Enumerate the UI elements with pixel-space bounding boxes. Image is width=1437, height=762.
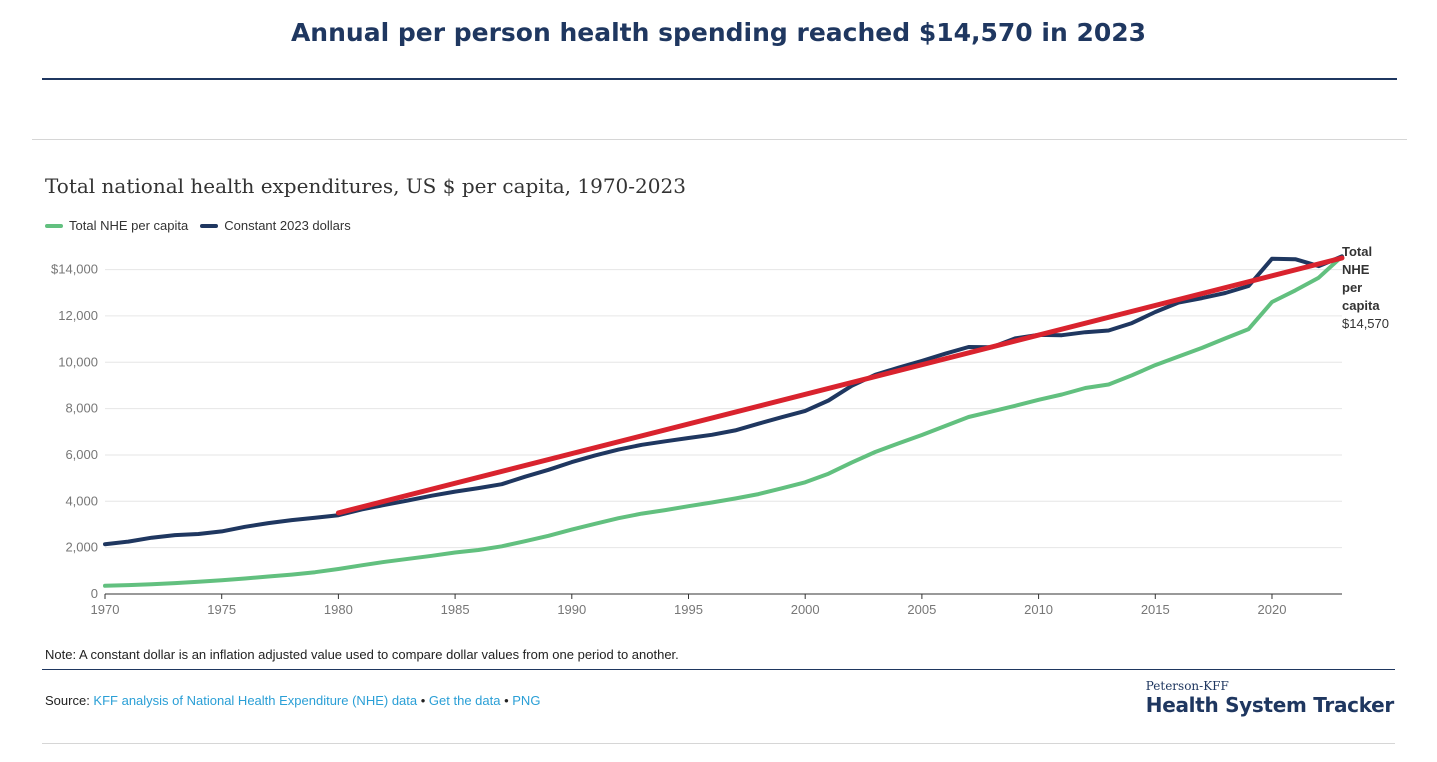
x-tick-label-1970: 1970 (91, 602, 120, 617)
series-line-nhe-per-capita (103, 254, 1344, 588)
end-label-line-4: $14,570 (1342, 316, 1389, 331)
y-tick-label-0: 0 (91, 586, 98, 601)
footer-divider (42, 669, 1395, 670)
y-tick-label-12000: 12,000 (58, 308, 98, 323)
source-separator-1: • (417, 693, 429, 708)
x-tick-label-1980: 1980 (324, 602, 353, 617)
trend-line (335, 255, 1345, 516)
page-bottom-divider (42, 743, 1395, 744)
x-tick-label-2015: 2015 (1141, 602, 1170, 617)
brand-logo[interactable]: Peterson-KFF Health System Tracker (1145, 679, 1395, 717)
brand-small-text: Peterson-KFF (1145, 679, 1229, 693)
x-tick-label-2005: 2005 (907, 602, 936, 617)
x-tick-label-1985: 1985 (441, 602, 470, 617)
source-prefix: Source: (45, 693, 94, 708)
legend-label-constant: Constant 2023 dollars (224, 218, 351, 233)
x-tick-label-2000: 2000 (791, 602, 820, 617)
y-tick-label-10000: 10,000 (58, 354, 98, 369)
y-tick-label-6000: 6,000 (65, 447, 98, 462)
png-download-link[interactable]: PNG (512, 693, 541, 708)
line-chart: 0 2,000 4,000 6,000 8,000 10,000 12,000 $14,000… (51, 244, 1389, 617)
page-headline: Annual per person health spending reache… (290, 18, 1147, 47)
source-line: Source: KFF analysis of National Health … (45, 693, 540, 708)
end-label-line-3: capita (1342, 298, 1380, 313)
source-link-nhe-data[interactable]: KFF analysis of National Health Expendit… (93, 693, 418, 708)
y-tick-label-2000: 2,000 (65, 540, 98, 555)
brand-big-text: Health System Tracker (1145, 693, 1395, 717)
x-tick-label-1975: 1975 (207, 602, 236, 617)
source-separator-2: • (500, 693, 513, 708)
headline-divider (42, 78, 1397, 80)
chart-title: Total national health expenditures, US $… (45, 174, 686, 198)
legend-item-nhe[interactable]: Total NHE per capita (45, 218, 188, 233)
end-label-line-0: Total (1342, 244, 1372, 259)
y-tick-label-4000: 4,000 (65, 493, 98, 508)
legend-item-constant[interactable]: Constant 2023 dollars (200, 218, 351, 233)
section-divider (32, 139, 1407, 140)
series-line-constant-2023-dollars (103, 254, 1344, 547)
x-tick-label-2010: 2010 (1024, 602, 1053, 617)
chart-note: Note: A constant dollar is an inflation … (45, 647, 679, 662)
x-tick-label-1995: 1995 (674, 602, 703, 617)
x-tick-label-1990: 1990 (557, 602, 586, 617)
end-label-line-2: per (1342, 280, 1362, 295)
get-the-data-link[interactable]: Get the data (428, 693, 501, 708)
y-tick-label-8000: 8,000 (65, 401, 98, 416)
x-tick-label-2020: 2020 (1258, 602, 1287, 617)
y-tick-label-14000: $14,000 (51, 262, 98, 277)
legend-swatch-constant (200, 223, 219, 228)
legend-label-nhe: Total NHE per capita (69, 218, 189, 233)
legend-swatch-nhe (45, 223, 63, 228)
end-label-line-1: NHE (1342, 262, 1370, 277)
chart-legend: Total NHE per capita Constant 2023 dolla… (45, 218, 363, 233)
